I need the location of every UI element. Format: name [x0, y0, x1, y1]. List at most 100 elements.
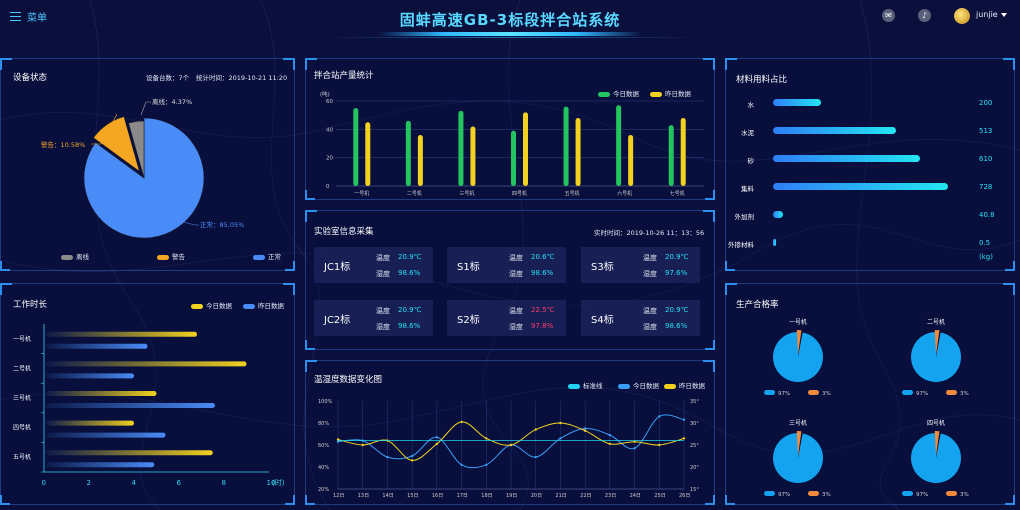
legend-warning: 警告 — [157, 251, 185, 261]
bar-today — [46, 391, 157, 396]
temp-value: 20.6℃ — [531, 253, 555, 261]
data-point — [336, 438, 340, 441]
pass-rate-charts: 一号机 97% 3% 二号机 97% 3% 三号机 97% 3% 四号机 97% 3% — [764, 318, 969, 498]
legend-fail-label: 3% — [822, 492, 831, 498]
humid-label: 湿度 — [376, 270, 390, 278]
lab-card[interactable]: S3标 温度 20.9℃ 湿度 97.6% — [581, 247, 700, 283]
bar-yesterday — [680, 118, 686, 186]
material-row: 砂 610 — [726, 152, 1006, 166]
material-label: 砂 — [747, 157, 755, 165]
legend-today: 今日数据 — [598, 88, 639, 98]
temp-value: 20.9℃ — [665, 306, 689, 314]
legend-pass-label: 97% — [778, 492, 790, 498]
material-row: 水 200 — [726, 96, 1006, 110]
y-right-label: 25° — [690, 443, 699, 449]
menu-button[interactable]: 菜单 — [10, 9, 47, 24]
page-title: 固蚌高速GB-3标段拌合站系统 — [399, 11, 621, 29]
label-offline: 离线：4.37% — [152, 97, 192, 106]
x-tick-label: 6 — [177, 479, 182, 487]
lab-card[interactable]: S2标 温度 22.5℃ 湿度 97.8% — [447, 300, 566, 336]
x-tick-label: 四号机 — [512, 190, 527, 197]
y-left-label: 100% — [318, 399, 333, 405]
data-point — [633, 447, 636, 450]
chevron-down-icon[interactable] — [1001, 13, 1007, 17]
menu-label: 菜单 — [27, 13, 47, 24]
work-hours-title: 工作时长 — [13, 300, 48, 310]
label-warning: 警告：10.58% — [41, 140, 85, 149]
data-point — [608, 433, 612, 437]
temp-humidity-title: 温湿度数据变化图 — [314, 375, 383, 385]
pie-pass — [772, 433, 823, 483]
bar-yesterday — [46, 403, 215, 408]
x-tick-label: 二号机 — [407, 190, 422, 197]
pie-pass — [911, 332, 961, 382]
lab-card[interactable]: S4标 温度 20.9℃ 湿度 98.6% — [581, 300, 700, 336]
x-tick-label: 23日 — [605, 493, 616, 499]
header-bar: 菜单 固蚌高速GB-3标段拌合站系统 ✉ ♪ junjie — [0, 0, 1020, 42]
data-point — [559, 437, 562, 440]
pie-slice — [93, 116, 140, 173]
lab-card[interactable]: JC2标 温度 20.9℃ 湿度 98.6% — [314, 300, 433, 336]
lab-card[interactable]: JC1标 温度 20.9℃ 湿度 98.6% — [314, 247, 433, 283]
material-label: 外掺材料 — [728, 241, 754, 249]
legend-today: 今日数据 — [618, 380, 659, 390]
temp-label: 温度 — [643, 254, 657, 262]
x-unit: (时) — [272, 478, 285, 487]
device-status-title: 设备状态 — [13, 73, 48, 83]
lab-info-title: 实验室信息采集 — [314, 227, 374, 237]
x-tick-label: 4 — [132, 479, 137, 487]
data-point — [485, 463, 488, 466]
mail-icon[interactable]: ✉ — [882, 9, 895, 22]
leader-line — [140, 101, 151, 116]
legend-fail — [808, 491, 819, 496]
temp-label: 温度 — [376, 307, 390, 315]
legend-fail — [946, 390, 957, 395]
bar-today — [458, 110, 464, 186]
x-tick-label: 2 — [87, 479, 91, 487]
username[interactable]: junjie — [976, 10, 998, 19]
legend-fail-label: 3% — [822, 391, 831, 397]
stat-time: 统计时间：2019-10-21 11:20 — [196, 74, 288, 82]
legend-pass-label: 97% — [916, 391, 928, 397]
bar-yesterday — [417, 135, 423, 186]
lab-card-name: S2标 — [457, 315, 480, 326]
y-left-label: 60% — [318, 443, 329, 449]
bar-yesterday — [575, 118, 581, 186]
x-tick-label: 21日 — [555, 493, 566, 499]
y-tick-label: 0 — [326, 184, 330, 190]
machine-name: 四号机 — [927, 419, 945, 427]
data-point — [534, 428, 537, 431]
legend-yesterday: 昨日数据 — [664, 380, 705, 390]
x-tick-label: 8 — [222, 479, 226, 487]
device-status-panel: 设备状态 设备台数：7个 统计时间：2019-10-21 11:20 警告：10… — [0, 58, 295, 271]
bell-icon[interactable]: ♪ — [918, 9, 931, 22]
data-point — [410, 459, 414, 462]
label-normal: 正常：85.05% — [200, 220, 244, 229]
category-label: 二号机 — [13, 364, 31, 372]
x-tick-label: 一号机 — [354, 190, 369, 197]
bar-today — [46, 420, 134, 426]
data-point — [583, 429, 587, 432]
humid-value: 98.6% — [531, 269, 554, 277]
material-bar — [773, 183, 948, 190]
x-tick-label: 七号机 — [670, 190, 685, 197]
temp-label: 温度 — [509, 307, 523, 315]
material-panel: 材料用料占比 水 200 水泥 513 砂 610 集料 728 外加剂 40.8 外掺材料 0.5 … — [725, 58, 1015, 271]
data-point — [633, 440, 636, 443]
legend-standard: 标准线 — [568, 380, 603, 390]
y-right-label: 35° — [690, 399, 699, 405]
title-underline — [378, 32, 642, 36]
output-stats-panel: 拌合站产量统计 今日数据 昨日数据 (吨) 0 20 40 60 一号机 二号机 三号机 四号机… — [305, 58, 715, 200]
temp-value: 22.5℃ — [531, 306, 555, 314]
material-bar — [773, 239, 776, 246]
lab-card[interactable]: S1标 温度 20.6℃ 湿度 98.6% — [447, 247, 566, 283]
output-chart: (吨) 0 20 40 60 一号机 二号机 三号机 四号机 五号机 六号机 七号机 — [320, 90, 704, 197]
output-stats-title: 拌合站产量统计 — [314, 71, 374, 81]
data-point — [682, 418, 686, 421]
bar-today — [46, 361, 247, 367]
data-point — [460, 463, 463, 466]
temp-humidity-panel: 温湿度数据变化图 标准线 今日数据 昨日数据 20% 15° 40% 20° 60% 25… — [305, 360, 715, 505]
humid-value: 98.6% — [665, 322, 688, 330]
avatar[interactable] — [954, 8, 970, 24]
